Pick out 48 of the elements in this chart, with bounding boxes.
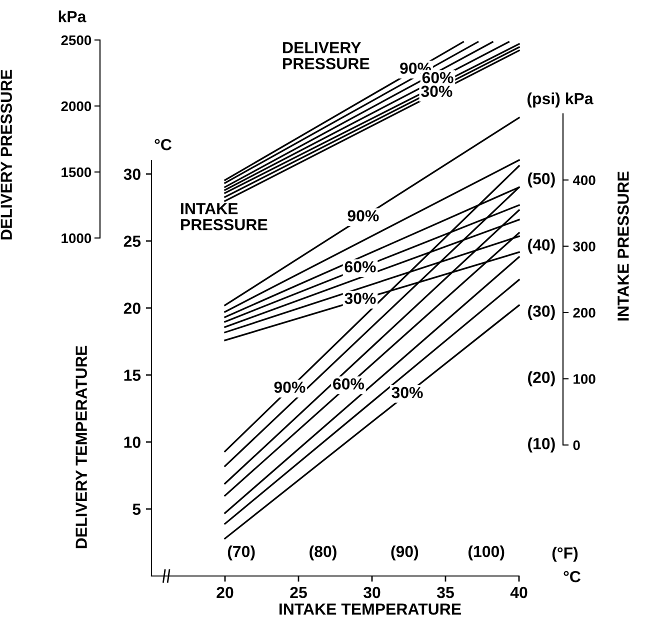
series-label: 90% (274, 382, 306, 393)
annotation: INTAKE PRESSURE (181, 203, 268, 230)
text: (psi) kPa (528, 92, 594, 108)
text: °C (564, 570, 581, 582)
text: (30) (528, 305, 555, 320)
series-label: 60% (422, 72, 454, 84)
y-tick-label: 10 (124, 436, 140, 448)
y3-tick-label: 2500 (61, 35, 92, 46)
x-tick-label: 35 (436, 586, 454, 598)
y3-tick-label: 1000 (62, 233, 92, 244)
text: (20) (528, 371, 555, 386)
text: kPa (58, 10, 86, 22)
text: °C (154, 138, 172, 150)
series-label: 30% (421, 86, 452, 98)
y3-axis-title: DELIVERY PRESSURE (0, 70, 12, 240)
x-axis-title: INTAKE TEMPERATURE (280, 604, 461, 615)
series-label: 90% (348, 210, 379, 222)
x2-axis-title: (°F) (552, 546, 578, 562)
y2-axis-title: INTAKE PRESSURE (618, 172, 629, 320)
y2-tick-label: 0 (573, 440, 580, 450)
y-tick-label: 5 (132, 504, 141, 515)
text: (40) (528, 238, 555, 254)
series-label: 30% (344, 292, 376, 304)
y-tick-label: 25 (124, 236, 141, 247)
x-tick-label: 20 (216, 586, 234, 598)
y2-tick-label: 100 (574, 374, 596, 384)
y2-tick-label: 300 (573, 242, 596, 252)
series-label: 60% (344, 261, 376, 272)
y3-tick-label: 2000 (61, 101, 92, 112)
series-label: 60% (333, 378, 364, 390)
series-label: 30% (392, 386, 423, 398)
y-axis-title: DELIVERY TEMPERATURE (76, 346, 87, 548)
text: (10) (528, 438, 555, 452)
y-tick-label: 20 (124, 302, 140, 314)
x-tick-label: 25 (290, 586, 307, 598)
x2-tick-label: (80) (310, 545, 336, 560)
x2-tick-label: (90) (391, 545, 418, 560)
y2-tick-label: 200 (573, 308, 596, 318)
y3-tick-label: 1500 (62, 167, 92, 178)
y2-tick-label: 400 (572, 175, 596, 186)
x-tick-label: 40 (510, 586, 528, 598)
y-tick-label: 15 (124, 370, 141, 381)
text: DELIVERY PRESSURE (283, 42, 370, 70)
x2-tick-label: (70) (228, 545, 255, 560)
text: (50) (528, 172, 555, 188)
x2-tick-label: (100) (468, 545, 504, 560)
y-tick-label: 30 (124, 168, 140, 180)
x-tick-label: 30 (363, 586, 380, 598)
